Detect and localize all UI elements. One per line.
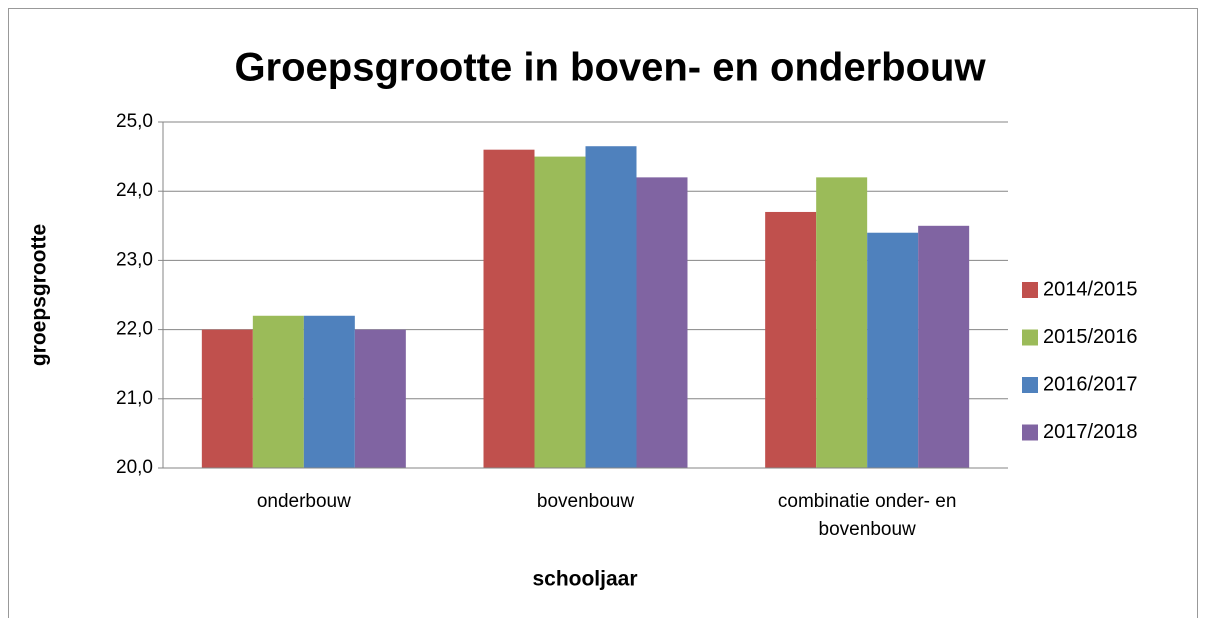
x-tick-label: bovenbouw [536,491,635,512]
legend-swatch [1022,329,1038,346]
y-tick-label: 21,0 [116,388,153,409]
bar [252,315,304,468]
bar [816,177,868,469]
y-axis-label: groepsgrootte [28,224,51,366]
bar [303,315,355,468]
x-axis-label: schooljaar [532,568,637,591]
y-tick-label: 24,0 [116,180,153,201]
legend-swatch [1022,282,1038,298]
legend-swatch [1022,377,1038,393]
legend-label: 2015/2016 [1043,326,1138,348]
bar [918,225,970,468]
legend-label: 2016/2017 [1043,373,1138,395]
legend-label: 2014/2015 [1043,278,1138,300]
legend-swatch [1022,424,1038,441]
bar [867,232,919,468]
y-tick-label: 20,0 [116,457,153,478]
bar [636,177,688,469]
x-tick-label: combinatie onder- en bovenbouw [777,491,957,540]
bar [585,146,637,468]
bar [534,156,586,468]
y-tick-label: 25,0 [116,111,153,132]
bar [354,329,406,468]
legend-label: 2017/2018 [1043,421,1138,443]
y-tick-label: 22,0 [116,319,153,340]
chart-title: Groepsgrootte in boven- en onderbouw [234,46,986,90]
x-tick-label: onderbouw [256,491,351,512]
bar [483,149,535,468]
chart-border [8,8,1198,618]
bar [765,211,817,468]
bar [201,329,253,468]
y-tick-label: 23,0 [116,249,153,270]
